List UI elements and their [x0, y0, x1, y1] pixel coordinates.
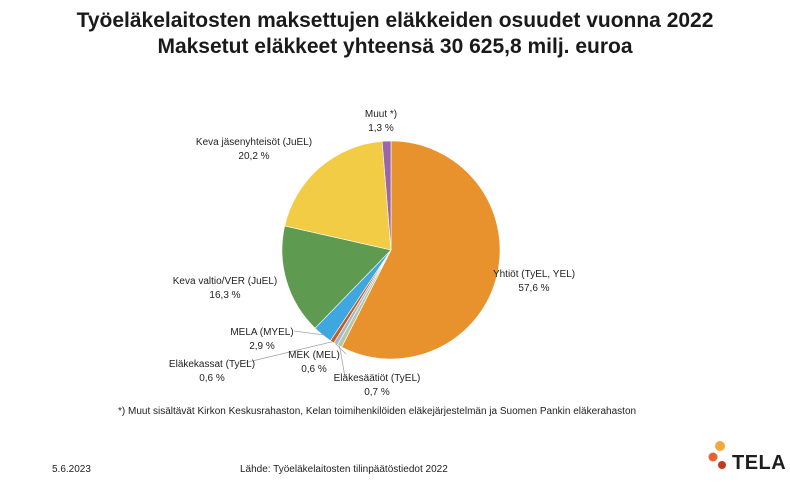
- leader-line: [339, 345, 346, 378]
- chart-title: Työeläkelaitosten maksettujen eläkkeiden…: [76, 9, 714, 32]
- slice-value-label: 57,6 %: [518, 283, 549, 294]
- slice-value-label: 0,6 %: [199, 373, 225, 384]
- slice-name-label: Eläkekassat (TyEL): [169, 359, 255, 370]
- slice-value-label: 0,7 %: [364, 387, 390, 398]
- slice-value-label: 20,2 %: [238, 151, 269, 162]
- tela-logo: TELA: [706, 438, 786, 478]
- pie-slice: [281, 225, 392, 329]
- slice-name-label: Yhtiöt (TyEL, YEL): [493, 269, 575, 280]
- pie-slice: [381, 140, 392, 251]
- date-text: 5.6.2023: [52, 464, 91, 475]
- footnote: *) Muut sisältävät Kirkon Keskusrahaston…: [118, 406, 637, 417]
- slice-value-label: 0,6 %: [301, 364, 327, 375]
- slice-name-label: Muut *): [365, 109, 397, 120]
- logo-text: TELA: [732, 452, 787, 474]
- source-text: Lähde: Työeläkelaitosten tilinpäätöstied…: [240, 464, 448, 475]
- slice-value-label: 16,3 %: [209, 290, 240, 301]
- leader-line: [335, 343, 347, 355]
- pie-slice: [284, 141, 392, 251]
- slice-value-label: 2,9 %: [249, 341, 275, 352]
- slice-value-label: 1,3 %: [368, 123, 394, 134]
- pie-slice: [341, 140, 501, 360]
- chart-subtitle: Maksetut eläkkeet yhteensä 30 625,8 milj…: [157, 35, 633, 58]
- logo-dots-icon: [708, 441, 726, 469]
- leader-line: [293, 330, 323, 336]
- slice-name-label: MELA (MYEL): [230, 327, 293, 338]
- slice-name-label: Keva valtio/VER (JuEL): [173, 276, 278, 287]
- slice-name-label: Keva jäsenyhteisöt (JuEL): [196, 137, 312, 148]
- slice-name-label: Eläkesäätiöt (TyEL): [334, 373, 421, 384]
- leader-line: [243, 341, 333, 364]
- slice-name-label: MEK (MEL): [288, 350, 340, 361]
